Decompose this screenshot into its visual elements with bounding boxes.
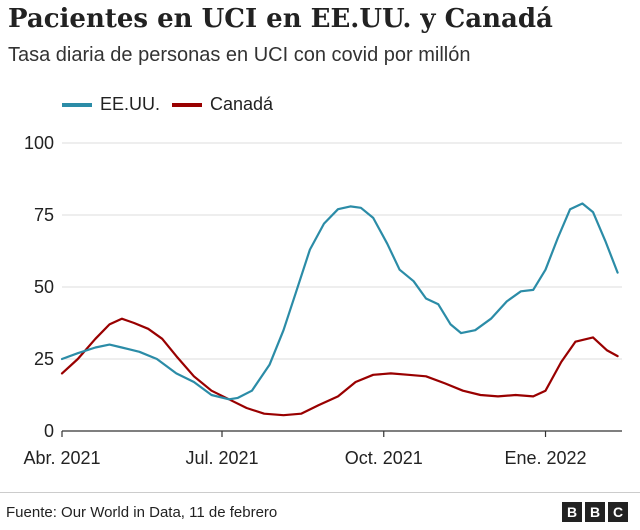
- legend-swatch-canada: [172, 102, 203, 107]
- x-tick-label: Abr. 2021: [23, 448, 100, 468]
- series-line-us: [60, 202, 619, 401]
- x-tick-label: Ene. 2022: [504, 448, 586, 468]
- chart-title: Pacientes en UCI en EE.UU. y Canadá: [8, 4, 553, 34]
- x-tick-label: Oct. 2021: [345, 448, 423, 468]
- y-tick-label: 50: [34, 277, 54, 297]
- legend-label-canada: Canadá: [210, 94, 274, 114]
- bbc-logo-block: B: [562, 502, 582, 522]
- source-note: Fuente: Our World in Data, 11 de febrero: [6, 504, 278, 521]
- bbc-logo-block: C: [608, 502, 628, 522]
- y-tick-label: 75: [34, 205, 54, 225]
- legend-label-us: EE.UU.: [100, 94, 161, 114]
- legend-item-us: EE.UU.: [62, 94, 160, 115]
- x-tick-label: Jul. 2021: [185, 448, 258, 468]
- bbc-logo: B B C: [559, 502, 628, 522]
- y-tick-label: 0: [44, 421, 54, 441]
- y-tick-label: 100: [24, 133, 54, 153]
- legend-swatch-us: [62, 102, 92, 107]
- footer-divider: [0, 492, 640, 493]
- chart-subtitle: Tasa diaria de personas en UCI con covid…: [8, 44, 471, 66]
- chart-legend: EE.UU. Canadá: [62, 94, 285, 115]
- legend-item-canada: Canadá: [172, 94, 273, 115]
- line-chart: 0 25 50 75 100 Abr. 2021 Jul. 2021 Oct. 2021 Ene…: [23, 133, 622, 468]
- series-line-canada: [60, 317, 619, 417]
- y-tick-label: 25: [34, 349, 54, 369]
- bbc-logo-block: B: [585, 502, 605, 522]
